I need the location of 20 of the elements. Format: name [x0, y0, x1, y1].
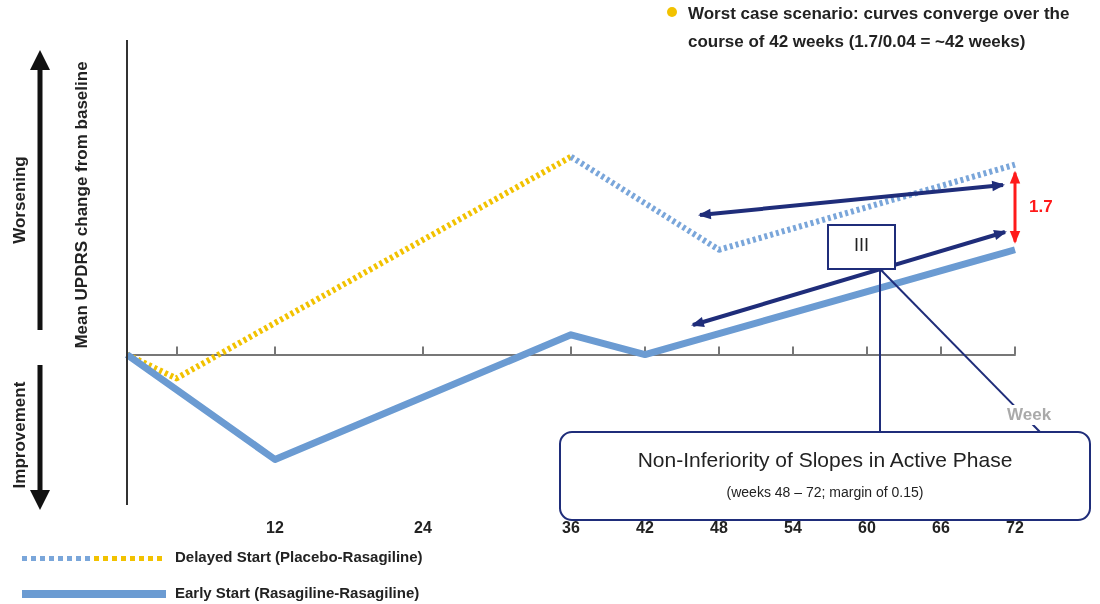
legend-label: Delayed Start (Placebo-Rasagiline): [175, 548, 423, 565]
annotation: III: [853, 235, 870, 256]
legend-label: Early Start (Rasagiline-Rasagiline): [175, 584, 420, 601]
x-axis-title: Week: [1005, 405, 1054, 425]
text: (weeks 48 – 72; margin of 0.15): [725, 484, 925, 500]
x-tick-label: 36: [562, 518, 580, 536]
annotation: Non-Inferiority of Slopes in Active Phase: [636, 448, 1014, 472]
x-tick-label: 66: [932, 518, 950, 536]
x-tick-label: 48: [710, 518, 728, 536]
x-tick-label: 24: [414, 518, 432, 536]
y-axis-title: Mean UPDRS change from baseline: [72, 61, 92, 349]
x-tick-label: 60: [858, 518, 876, 536]
text: Worst case scenario: curves converge over the course of 42 weeks (1.7/0.04 = ~42 weeks): [688, 3, 1071, 53]
x-tick-label: 42: [636, 518, 654, 536]
text: Worsening: [10, 156, 30, 244]
x-tick-label: 72: [1006, 518, 1024, 536]
x-tick-label: 54: [784, 518, 802, 536]
x-tick-label: 12: [266, 518, 284, 536]
text: Improvement: [10, 381, 30, 489]
text: 1.7: [1029, 197, 1053, 218]
